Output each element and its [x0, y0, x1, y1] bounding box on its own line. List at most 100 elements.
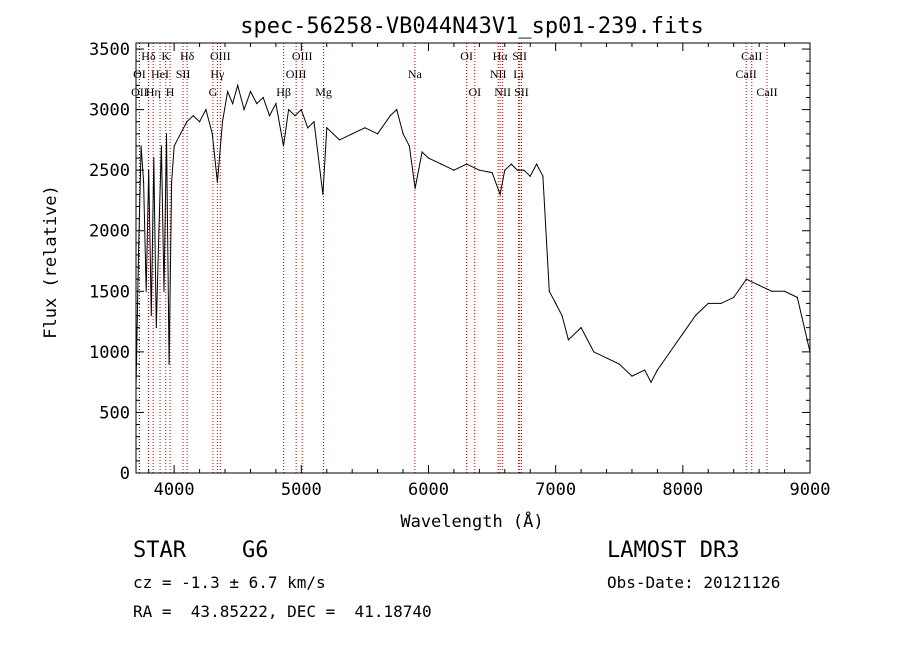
data-point — [745, 278, 748, 280]
data-point — [294, 115, 296, 117]
data-point — [150, 314, 152, 317]
data-point — [158, 230, 160, 232]
data-point — [148, 169, 150, 171]
axis-ticks: 4000 5000 6000 7000 8000 9000 0 500 1000 1500 2000… — [89, 40, 830, 500]
data-point — [275, 102, 277, 105]
data-point — [631, 375, 633, 377]
spectral-line-label: OI — [468, 85, 481, 99]
data-point — [421, 151, 423, 153]
data-point — [192, 115, 194, 117]
data-point — [216, 181, 218, 183]
data-point — [168, 363, 170, 365]
spectral-line-label: Mg — [315, 85, 332, 99]
y-tick-label: 1500 — [89, 282, 130, 302]
spectral-line-label: HeI — [151, 67, 169, 81]
x-tick-label: 5000 — [281, 480, 322, 500]
data-point — [171, 181, 173, 183]
spectral-line-label: CaII — [735, 67, 756, 81]
spectral-line-label: Hδ — [180, 49, 195, 63]
data-point — [300, 109, 302, 111]
spectral-line-label: Na — [408, 67, 423, 81]
data-point — [249, 90, 252, 93]
data-point — [414, 187, 416, 189]
data-point — [535, 163, 538, 165]
data-point — [262, 96, 264, 99]
data-point — [226, 90, 229, 93]
data-point — [198, 121, 201, 123]
spectral-line-label: Hγ — [210, 67, 225, 81]
object-subclass: G6 — [242, 538, 269, 563]
data-point — [221, 121, 224, 123]
data-point — [243, 109, 245, 111]
x-axis-label: Wavelength (Å) — [400, 510, 543, 532]
spectral-line-label: Hα — [493, 49, 509, 63]
series-flux — [135, 83, 811, 389]
data-point — [326, 127, 328, 129]
observation-date: Obs-Date: 20121126 — [607, 573, 781, 592]
survey-name: LAMOST DR3 — [607, 538, 740, 563]
redshift-value: cz = -1.3 ± 6.7 km/s — [133, 573, 326, 592]
spectral-line-label: OIII — [210, 49, 231, 63]
data-point — [758, 284, 760, 286]
data-point — [351, 133, 353, 135]
spectral-line-label: Li — [513, 67, 524, 81]
data-point — [783, 290, 786, 292]
data-point — [516, 169, 519, 171]
data-point — [143, 181, 145, 183]
spectral-line-label: OII — [131, 85, 148, 99]
data-point — [618, 363, 620, 365]
data-point — [656, 369, 658, 371]
data-point — [453, 169, 455, 171]
spectral-line-label: Hδ — [141, 49, 156, 63]
spectral-line-label: SII — [512, 49, 527, 63]
y-tick-label: 0 — [120, 464, 130, 484]
x-tick-label: 6000 — [408, 480, 449, 500]
data-point — [155, 327, 157, 329]
data-point — [720, 302, 722, 305]
spectral-line-label: H — [166, 85, 175, 99]
data-point — [140, 145, 142, 147]
data-point — [682, 333, 684, 335]
data-point — [165, 133, 168, 135]
data-point — [567, 339, 569, 341]
data-point — [160, 145, 163, 147]
spectral-line-label: Hη — [146, 85, 161, 99]
x-tick-label: 9000 — [790, 480, 831, 500]
chart-title: spec-56258-VB044N43V1_sp01-239.fits — [240, 14, 704, 39]
coordinates: RA = 43.85222, DEC = 41.18740 — [133, 602, 432, 621]
data-point — [478, 169, 480, 171]
data-point — [593, 351, 595, 353]
data-point — [650, 381, 652, 383]
spectral-line-label: OI — [460, 49, 473, 63]
data-point — [268, 115, 271, 117]
data-point — [771, 290, 773, 292]
data-point — [211, 133, 213, 135]
y-tick-label: 3000 — [89, 101, 130, 121]
data-point — [256, 102, 258, 105]
data-point — [580, 327, 582, 329]
data-point — [237, 84, 239, 86]
spectral-line-label: NII — [494, 85, 511, 99]
x-tick-label: 8000 — [662, 480, 703, 500]
y-tick-label: 2000 — [89, 222, 130, 242]
data-point — [499, 193, 501, 196]
spectral-line-label: OIII — [286, 67, 307, 81]
data-point — [179, 133, 182, 135]
spectral-line-label: CaII — [756, 85, 777, 99]
series-layer — [135, 83, 811, 389]
data-point — [205, 109, 207, 111]
data-point — [466, 163, 468, 165]
data-point — [288, 109, 290, 111]
data-point — [510, 163, 512, 165]
data-point — [402, 133, 404, 135]
spectral-line-label: Hβ — [276, 85, 291, 99]
data-point — [427, 157, 430, 159]
data-point — [669, 351, 671, 353]
data-point — [644, 369, 646, 371]
data-point — [145, 290, 147, 292]
data-point — [364, 127, 366, 129]
data-point — [173, 145, 175, 147]
y-tick-label: 2500 — [89, 161, 130, 181]
spectral-line-label: CaII — [741, 49, 762, 63]
